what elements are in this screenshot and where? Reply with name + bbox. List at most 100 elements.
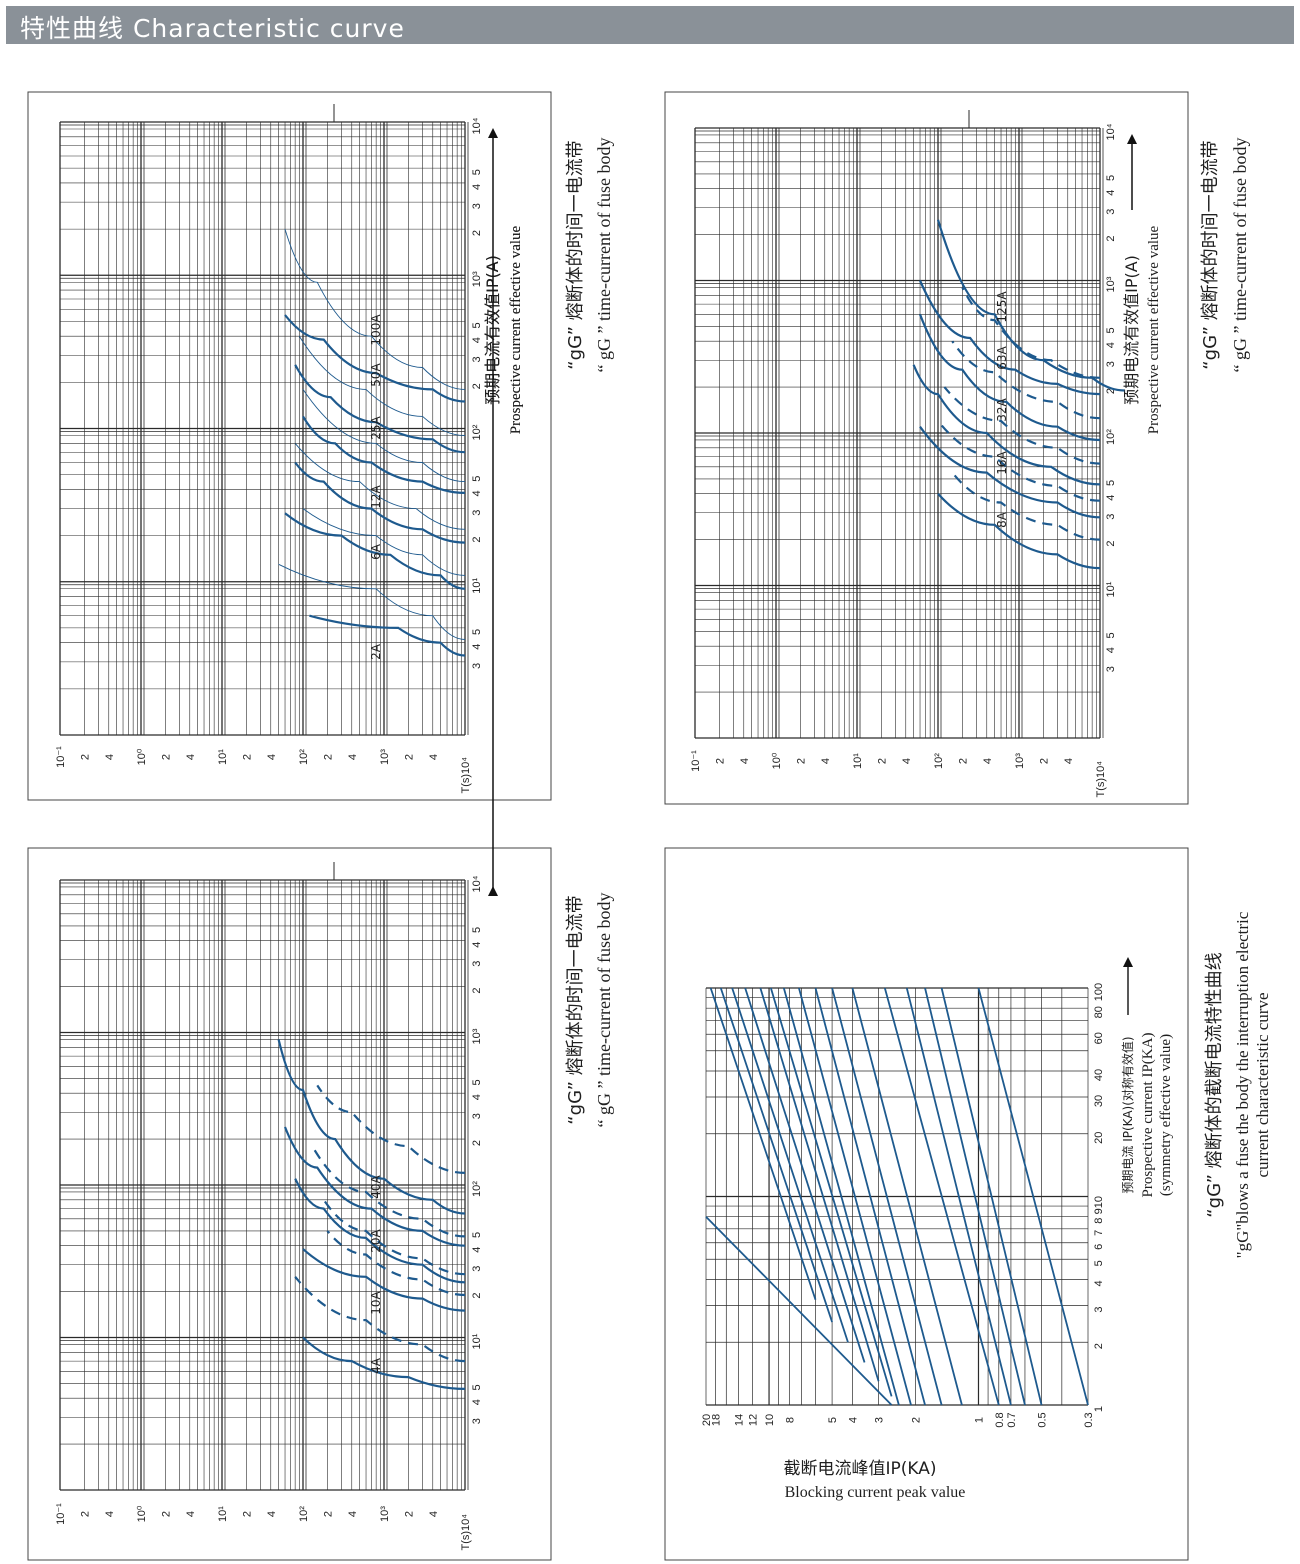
- x-tick-label: 3: [471, 510, 483, 516]
- x-axis-label-en: Prospective current IP(KA): [1140, 1033, 1156, 1198]
- curve-label: 20A: [369, 1228, 383, 1252]
- y-tick-label: 4: [347, 754, 359, 760]
- header-bar: 特性曲线 Characteristic curve: [6, 6, 1294, 44]
- x-tick-label: 5: [471, 927, 483, 933]
- y-tick-label: T(s)10⁴: [1095, 761, 1107, 798]
- y-tick-label: 3: [874, 1417, 886, 1423]
- x-tick-label: 20: [1093, 1132, 1105, 1144]
- x-tick-label: 3: [1105, 361, 1117, 367]
- x-tick-label: 10³: [1105, 276, 1117, 292]
- x-tick-label: 10¹: [471, 1333, 483, 1349]
- y-tick-label: 10⁻¹: [55, 746, 67, 768]
- x-tick-label: 3: [471, 663, 483, 669]
- series-line-c10: [782, 987, 900, 1406]
- series-line-envelope: [705, 1216, 893, 1406]
- x-tick-label: 4: [1093, 1280, 1105, 1286]
- y-tick-label: 2: [795, 758, 807, 764]
- series-line-100A: [284, 314, 466, 403]
- curve-label: 2A: [369, 643, 383, 660]
- y-tick-label: 14: [733, 1414, 745, 1426]
- y-tick-label: 0.7: [1006, 1412, 1018, 1427]
- chart-frame: [27, 847, 552, 1561]
- series-line-c16: [709, 987, 817, 1300]
- series-line-10A: [302, 1248, 466, 1312]
- y-tick-label: 4: [982, 758, 994, 764]
- series-group: [278, 228, 466, 657]
- x-tick-label: 5: [1105, 175, 1117, 181]
- x-tick-label: 10¹: [471, 577, 483, 593]
- y-tick-label: 8: [784, 1417, 796, 1423]
- x-tick-label: 10²: [1105, 429, 1117, 445]
- y-tick-label: 10⁻¹: [690, 750, 702, 772]
- series-line-50A: [298, 335, 466, 436]
- page-title: 特性曲线 Characteristic curve: [20, 14, 405, 43]
- series-line-6A: [284, 512, 466, 590]
- y-tick-label: 0.3: [1083, 1412, 1095, 1427]
- curve-label: 125A: [995, 291, 1009, 323]
- series-line-c13: [744, 987, 866, 1363]
- x-axis-label-en: Prospective current effective value: [508, 225, 524, 434]
- series-line-63A: [918, 313, 1101, 442]
- y-tick-label: 10¹: [852, 753, 864, 769]
- x-tick-label: 2: [1105, 236, 1117, 242]
- series-line-16A: [919, 426, 1101, 519]
- chart-caption: “gG” 熔断体的截断电流特性曲线: [1204, 952, 1225, 1217]
- series-line-40A: [283, 1126, 466, 1247]
- y-tick-label: 10⁰: [136, 748, 148, 765]
- grid: [694, 110, 1104, 739]
- series-line-c8: [814, 987, 926, 1406]
- y-tick-label: T(s)10⁴: [460, 1514, 472, 1551]
- x-tick-label: 7: [1093, 1230, 1105, 1236]
- chart-cutoff: 1234567891020304060801000.30.50.70.81234…: [664, 847, 1272, 1561]
- x-tick-label: 3: [471, 203, 483, 209]
- y-tick-label: 2: [403, 754, 415, 760]
- series-line-12A: [294, 443, 466, 530]
- x-tick-label: 2: [471, 988, 483, 994]
- y-tick-label: 4: [266, 754, 278, 760]
- x-tick-label: 30: [1093, 1095, 1105, 1107]
- series-line-25A: [302, 415, 466, 494]
- y-tick-label: 4: [901, 758, 913, 764]
- y-tick-label: 2: [1038, 758, 1050, 764]
- x-axis-label-en: Prospective current effective value: [508, 225, 524, 434]
- curve-label: 10A: [369, 1290, 383, 1314]
- chart-frame: [664, 847, 1189, 1561]
- series-line-63A: [951, 340, 1101, 420]
- y-tick-label: 4: [428, 1511, 440, 1517]
- series-group: [277, 1039, 466, 1390]
- series-line-c7: [831, 987, 943, 1406]
- y-tick-label: 2: [79, 1511, 91, 1517]
- x-tick-label: 5: [471, 629, 483, 635]
- chart-gg-mid: 3 4 5 10¹ 2 3 4 5 10² 2 3 4 5 10³ 2 3 4 5 10⁴ 10⁻¹ 2 4 10⁰ 2 4 10…: [27, 210, 614, 1561]
- x-tick-label: 4: [471, 644, 483, 650]
- arrow-head-icon: [488, 128, 498, 138]
- y-tick-label: 1: [973, 1417, 985, 1423]
- y-tick-label: 10¹: [217, 1506, 229, 1522]
- y-tick-label: 0.8: [994, 1412, 1006, 1427]
- arrow-head-icon: [488, 886, 498, 896]
- arrow-head-icon: [1127, 134, 1137, 144]
- series-line-c15: [719, 987, 833, 1323]
- x-tick-label: 3: [1093, 1306, 1105, 1312]
- y-tick-label: 18: [711, 1414, 723, 1426]
- series-line-c3: [924, 987, 1026, 1406]
- series-line-c6: [851, 987, 963, 1406]
- y-tick-label: 2: [160, 754, 172, 760]
- x-tick-label: 4: [471, 1247, 483, 1253]
- series-line-12A: [294, 461, 466, 544]
- x-axis-label-en: Prospective current effective value: [1146, 225, 1162, 434]
- chart-gg-high: 3 4 5 10¹ 2 3 4 5 10² 2 3 4 5 10³ 2 3 4 5 10⁴ 10⁻¹ 2 4 10⁰ 2 4 10…: [664, 91, 1250, 805]
- x-tick-label: 5: [1105, 480, 1117, 486]
- curve-label: 50A: [369, 362, 383, 386]
- series-line-c11: [770, 987, 893, 1397]
- x-axis-label-en-2: (symmetry effective value): [1158, 1034, 1174, 1196]
- series-line-32A: [943, 386, 1101, 465]
- y-tick-label: 5: [827, 1417, 839, 1423]
- series-line-40A: [316, 1084, 466, 1174]
- y-tick-label: 10³: [379, 749, 391, 765]
- x-tick-label: 4: [1105, 647, 1117, 653]
- y-tick-label: 4: [104, 754, 116, 760]
- series-line-c12: [759, 987, 880, 1382]
- series-line-4A: [302, 1336, 466, 1390]
